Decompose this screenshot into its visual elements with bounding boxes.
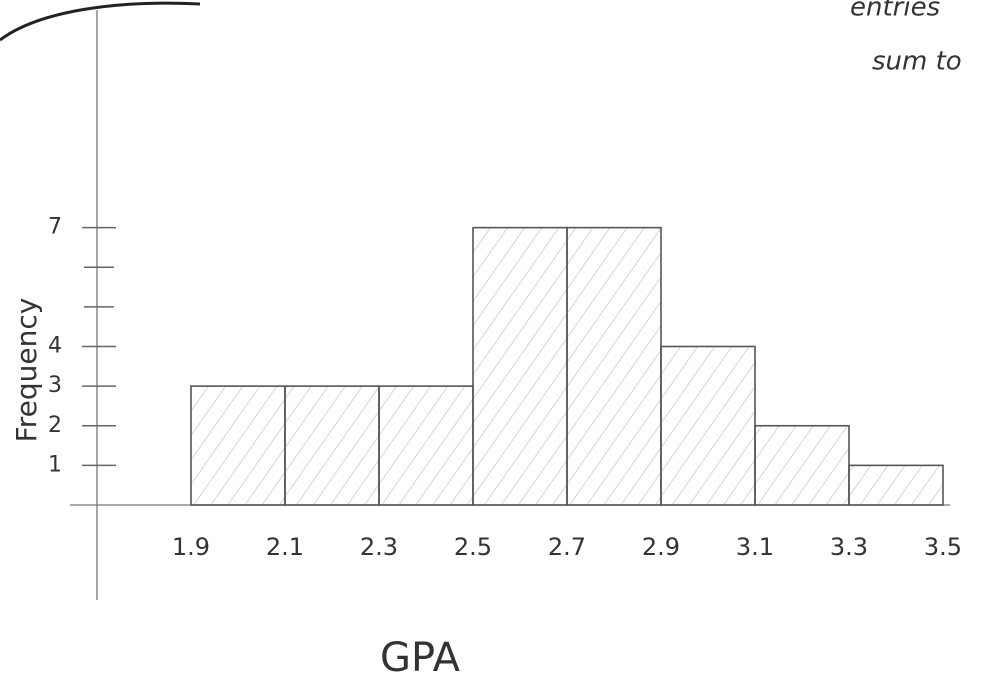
y-tick-label: 2 — [48, 413, 62, 438]
bar — [566, 226, 662, 506]
annotation: entries — [850, 0, 940, 23]
bar — [284, 385, 380, 506]
x-tick-label: 1.9 — [172, 533, 210, 561]
y-tick-label: 4 — [48, 334, 62, 359]
x-axis-title: GPA — [380, 635, 461, 681]
x-tick-label: 2.7 — [548, 533, 586, 561]
bar — [378, 385, 474, 506]
x-tick-label: 3.5 — [924, 533, 962, 561]
annotation: sum to — [872, 47, 962, 77]
bar — [472, 226, 568, 506]
bar — [848, 464, 944, 506]
x-tick-label: 3.1 — [736, 533, 774, 561]
y-tick-label: 7 — [48, 215, 62, 240]
bar — [190, 385, 286, 506]
y-axis-title: Frequency — [10, 298, 43, 443]
x-tick-label: 3.3 — [830, 533, 868, 561]
y-tick-label: 1 — [48, 452, 62, 477]
x-tick-label: 2.9 — [642, 533, 680, 561]
x-tick-label: 2.5 — [454, 533, 492, 561]
bar — [660, 345, 756, 506]
scribble — [0, 1, 201, 42]
y-tick-label: 3 — [48, 373, 62, 398]
x-tick-label: 2.1 — [266, 533, 304, 561]
x-tick-label: 2.3 — [360, 533, 398, 561]
bar — [754, 424, 850, 506]
